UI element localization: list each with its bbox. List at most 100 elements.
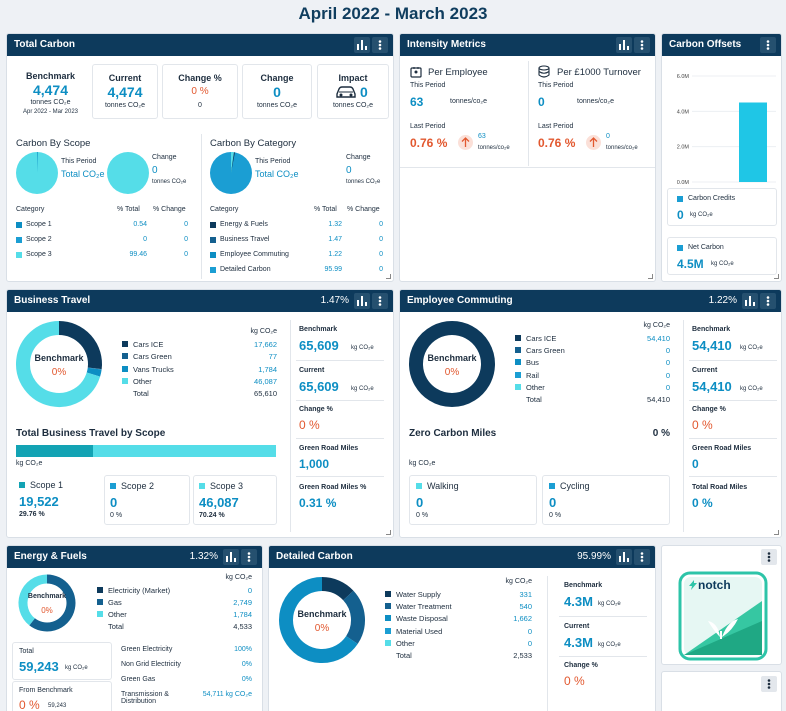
turnover-value: 0 xyxy=(538,95,545,109)
benchmark-value: 4,474 xyxy=(32,82,69,98)
intensity-metrics-panel: Intensity Metrics Per Employee This Peri… xyxy=(399,33,656,282)
total-label: Total xyxy=(19,648,34,655)
legend-label: Total xyxy=(396,651,412,660)
category-row-total: 95.99 xyxy=(324,266,342,273)
cycling-pct: 0 % xyxy=(549,512,562,519)
legend-value: 540 xyxy=(519,602,532,612)
change-pct-label: Change % xyxy=(178,73,222,83)
legend-label: Water Supply xyxy=(396,590,441,599)
total-carbon-panel: Total Carbon Benchmark 4,474 tonnes CO₂e… xyxy=(6,33,394,282)
detailed-donut xyxy=(279,577,365,663)
y-tick-label: 4.0M xyxy=(677,109,690,115)
legend-swatch xyxy=(97,599,103,605)
current-value: 4,474 xyxy=(107,84,143,100)
panel-menu-button[interactable] xyxy=(634,549,650,565)
donut-slice-cars-ice xyxy=(409,321,495,407)
category-row-change: 0 xyxy=(379,251,383,258)
chart-toggle-button[interactable] xyxy=(223,549,239,565)
notch-logo xyxy=(678,571,768,661)
legend-swatch xyxy=(515,383,521,390)
scope-title: Total Business Travel by Scope xyxy=(16,428,166,439)
chart-toggle-button[interactable] xyxy=(354,293,370,309)
chart-toggle-button[interactable] xyxy=(616,549,632,565)
legend-label: Other xyxy=(133,376,152,386)
category-row-change: 0 xyxy=(184,251,188,258)
change-label: Change % xyxy=(299,406,333,413)
bar-chart-icon xyxy=(619,552,629,562)
legend-label: Water Treatment xyxy=(396,602,452,612)
panel-menu-button[interactable] xyxy=(761,549,777,565)
panel-menu-button[interactable] xyxy=(634,37,650,53)
credits-swatch xyxy=(677,196,683,202)
legend-label: Cars ICE xyxy=(526,334,557,343)
scope-1-value: 19,522 xyxy=(19,494,59,509)
panel-percentage: 1.32% xyxy=(189,551,218,562)
category-row-change: 0 xyxy=(379,236,383,243)
from-benchmark-card: From Benchmark 0 % 59,243 xyxy=(12,681,112,711)
legend-swatch xyxy=(385,603,391,610)
carbon-credits-card: Carbon Credits 0 kg CO₂e xyxy=(667,188,777,226)
legend-label: Electricity (Market) xyxy=(108,586,171,595)
panel-menu-button[interactable] xyxy=(372,37,388,53)
panel-menu-button[interactable] xyxy=(760,37,776,53)
panel-menu-button[interactable] xyxy=(760,293,776,309)
turnover-this-period: This Period xyxy=(538,82,574,89)
panel-title: Carbon Offsets xyxy=(669,39,742,50)
change-value: 0 % xyxy=(692,418,713,432)
scope-2-card: Scope 2 0 0 % xyxy=(104,475,190,525)
legend-unit: kg CO₂e xyxy=(643,322,670,329)
legend-value: 1,662 xyxy=(513,614,532,624)
net-value: 4.5M xyxy=(677,257,704,271)
donut-slice-water-supply xyxy=(321,577,354,601)
donut-label: Benchmark xyxy=(27,593,67,600)
total-unit: kg CO₂e xyxy=(65,665,88,671)
legend-value: 77 xyxy=(268,352,277,362)
panel-header: Carbon Offsets xyxy=(662,34,781,56)
donut-value: 0% xyxy=(51,367,67,378)
current-label: Current xyxy=(564,623,590,630)
category-change-label: Change xyxy=(346,154,371,161)
scope-1-segment xyxy=(16,445,94,457)
panel-menu-button[interactable] xyxy=(241,549,257,565)
donut-slice-cars-ice xyxy=(58,321,102,370)
row-swatch xyxy=(210,252,216,258)
scope-col-total: % Total xyxy=(117,206,140,213)
category-pie xyxy=(210,152,252,194)
category-row-total: 0.54 xyxy=(133,221,147,228)
bar-chart-icon xyxy=(226,552,236,562)
scope-1-card: Scope 1 19,522 29.76 % xyxy=(16,475,102,525)
panel-percentage: 1.47% xyxy=(320,295,349,306)
benchmark-label: Benchmark xyxy=(299,326,338,333)
net-carbon-card: Net Carbon 4.5M kg CO₂e xyxy=(667,237,777,275)
chart-toggle-button[interactable] xyxy=(742,293,758,309)
employee-unit: tonnes/co₂e xyxy=(450,98,487,105)
legend-value: 331 xyxy=(519,590,532,599)
current-unit: tonnes CO₂e xyxy=(104,102,146,109)
green-road-miles-value: 1,000 xyxy=(299,457,330,471)
employee-last-unit: tonnes/co₂e xyxy=(478,145,510,151)
employee-value: 63 xyxy=(410,95,424,109)
panel-header: Detailed Carbon 95.99% xyxy=(269,546,655,568)
total-value: 59,243 xyxy=(19,659,59,674)
panel-menu-button[interactable] xyxy=(761,676,777,692)
scope-pie xyxy=(16,152,58,194)
panel-title: Business Travel xyxy=(14,295,91,306)
panel-menu-button[interactable] xyxy=(372,293,388,309)
category-row-label: Scope 2 xyxy=(26,236,52,243)
scope-this-period: This Period xyxy=(61,158,97,165)
more-vertical-icon xyxy=(640,40,644,50)
donut-slice-gas xyxy=(29,574,76,632)
chart-toggle-button[interactable] xyxy=(354,37,370,53)
offsets-bar-chart: 6.0M 4.0M 2.0M 0.0M xyxy=(677,74,776,186)
panel-header: Business Travel 1.47% xyxy=(7,290,393,312)
zero-carbon-title: Zero Carbon Miles xyxy=(409,428,497,439)
net-label: Net Carbon xyxy=(688,244,724,251)
chart-toggle-button[interactable] xyxy=(616,37,632,53)
energy-fuels-panel: Energy & Fuels 1.32% Benchmark 0% kg CO₂… xyxy=(6,545,263,711)
panel-header: Intensity Metrics xyxy=(400,34,655,56)
category-change-value: 0 xyxy=(346,165,352,176)
current-unit: kg CO₂e xyxy=(740,386,763,392)
legend-swatch xyxy=(122,365,128,372)
benchmark-label: Benchmark xyxy=(692,326,731,333)
bar-chart-icon xyxy=(357,296,367,306)
